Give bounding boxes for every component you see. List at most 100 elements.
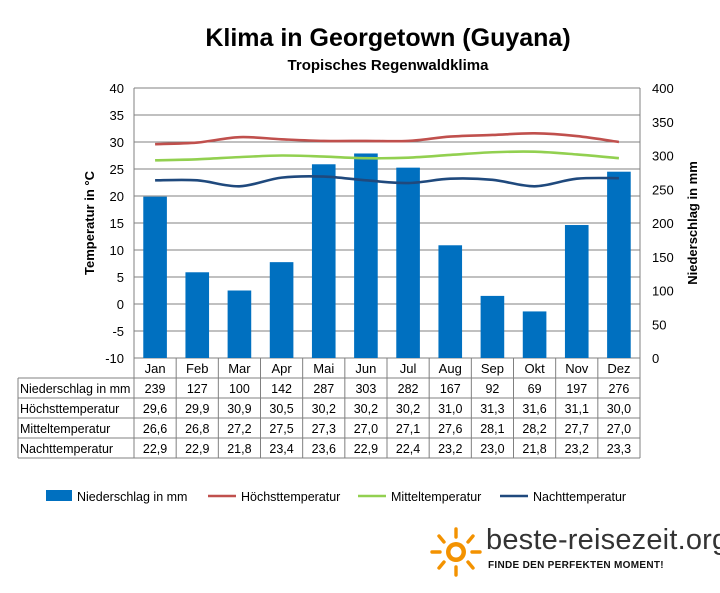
- x-tick-label: Jul: [400, 361, 417, 376]
- table-cell: 30,2: [396, 402, 420, 416]
- legend-swatch: [46, 490, 72, 501]
- brand-tagline: FINDE DEN PERFEKTEN MOMENT!: [488, 560, 664, 571]
- table-cell: 282: [398, 382, 419, 396]
- precip-bar: [396, 167, 420, 358]
- table-cell: 23,6: [312, 442, 336, 456]
- y-right-tick-label: 250: [652, 182, 674, 197]
- y-right-tick-label: 400: [652, 81, 674, 96]
- table-row-header: Mitteltemperatur: [20, 422, 110, 436]
- y-left-tick-label: 30: [110, 135, 124, 150]
- x-tick-label: Aug: [439, 361, 462, 376]
- legend-entry: Niederschlag in mm: [77, 490, 187, 504]
- table-cell: 23,0: [480, 442, 504, 456]
- table-cell: 27,1: [396, 422, 420, 436]
- y-right-tick-label: 200: [652, 216, 674, 231]
- x-tick-label: Mai: [313, 361, 334, 376]
- y-left-tick-label: 15: [110, 216, 124, 231]
- x-tick-label: Apr: [271, 361, 292, 376]
- precip-bar: [143, 196, 167, 358]
- table-cell: 26,8: [185, 422, 209, 436]
- max-temp-line: [155, 132, 620, 146]
- table-cell: 303: [355, 382, 376, 396]
- y-right-tick-label: 50: [652, 317, 666, 332]
- x-tick-label: Mar: [228, 361, 251, 376]
- x-tick-label: Dez: [607, 361, 630, 376]
- table-cell: 27,6: [438, 422, 462, 436]
- precip-bar: [438, 245, 463, 358]
- table-cell: 31,3: [480, 402, 504, 416]
- precip-bar: [354, 153, 378, 358]
- precip-bar: [564, 225, 589, 358]
- table-cell: 22,9: [185, 442, 209, 456]
- table-cell: 31,6: [522, 402, 546, 416]
- table-cell: 21,8: [227, 442, 251, 456]
- table-cell: 30,9: [227, 402, 251, 416]
- table-cell: 26,6: [143, 422, 167, 436]
- y-right-axis-title: Niederschlag in mm: [685, 161, 700, 285]
- precip-bar: [227, 290, 252, 358]
- brand-block[interactable]: beste-reisezeit.org FINDE DEN PERFEKTEN …: [430, 524, 720, 584]
- table-cell: 27,3: [312, 422, 336, 436]
- table-cell: 197: [566, 382, 587, 396]
- precip-bar: [522, 311, 547, 358]
- y-left-tick-label: 0: [117, 297, 124, 312]
- table-cell: 29,9: [185, 402, 209, 416]
- table-cell: 23,4: [269, 442, 293, 456]
- table-cell: 21,8: [522, 442, 546, 456]
- table-cell: 27,0: [607, 422, 631, 436]
- table-cell: 23,3: [607, 442, 631, 456]
- table-cell: 30,5: [269, 402, 293, 416]
- table-cell: 22,9: [143, 442, 167, 456]
- table-cell: 23,2: [565, 442, 589, 456]
- night-temp-line: [155, 174, 619, 188]
- y-left-tick-label: -10: [105, 351, 124, 366]
- table-cell: 22,9: [354, 442, 378, 456]
- y-right-tick-label: 0: [652, 351, 659, 366]
- table-cell: 69: [528, 382, 542, 396]
- table-cell: 287: [313, 382, 334, 396]
- table-cell: 23,2: [438, 442, 462, 456]
- precip-bar: [269, 262, 294, 358]
- chart-subtitle: Tropisches Regenwaldklima: [288, 57, 490, 74]
- y-right-tick-label: 100: [652, 284, 674, 299]
- table-row-header: Niederschlag in mm: [20, 382, 130, 396]
- table-cell: 22,4: [396, 442, 420, 456]
- legend-entry: Nachttemperatur: [533, 490, 626, 504]
- x-tick-label: Nov: [565, 361, 589, 376]
- sun-icon: [430, 527, 482, 577]
- table-row-header: Nachttemperatur: [20, 442, 113, 456]
- table-cell: 27,2: [227, 422, 251, 436]
- x-tick-label: Jun: [355, 361, 376, 376]
- y-right-tick-label: 150: [652, 250, 674, 265]
- y-left-tick-label: 5: [117, 270, 124, 285]
- table-cell: 31,1: [565, 402, 589, 416]
- x-tick-label: Jan: [145, 361, 166, 376]
- x-tick-label: Feb: [186, 361, 208, 376]
- y-left-tick-label: -5: [112, 324, 124, 339]
- table-cell: 28,2: [522, 422, 546, 436]
- table-cell: 27,0: [354, 422, 378, 436]
- y-left-tick-label: 40: [110, 81, 124, 96]
- table-cell: 142: [271, 382, 292, 396]
- table-cell: 92: [485, 382, 499, 396]
- table-cell: 100: [229, 382, 250, 396]
- chart-title: Klima in Georgetown (Guyana): [205, 24, 570, 52]
- table-cell: 27,5: [269, 422, 293, 436]
- precip-bar: [480, 295, 505, 358]
- precip-bar: [607, 171, 631, 358]
- y-left-tick-label: 10: [110, 243, 124, 258]
- y-left-tick-label: 20: [110, 189, 124, 204]
- table-cell: 29,6: [143, 402, 167, 416]
- y-right-tick-label: 300: [652, 149, 674, 164]
- table-cell: 31,0: [438, 402, 462, 416]
- table-cell: 239: [145, 382, 166, 396]
- table-cell: 127: [187, 382, 208, 396]
- mean-temp-line: [155, 150, 620, 162]
- y-left-tick-label: 25: [110, 162, 124, 177]
- table-cell: 28,1: [480, 422, 504, 436]
- precip-bar: [185, 272, 210, 358]
- precip-bar: [311, 164, 336, 358]
- y-left-axis-title: Temperatur in °C: [82, 170, 97, 275]
- x-tick-label: Okt: [524, 361, 545, 376]
